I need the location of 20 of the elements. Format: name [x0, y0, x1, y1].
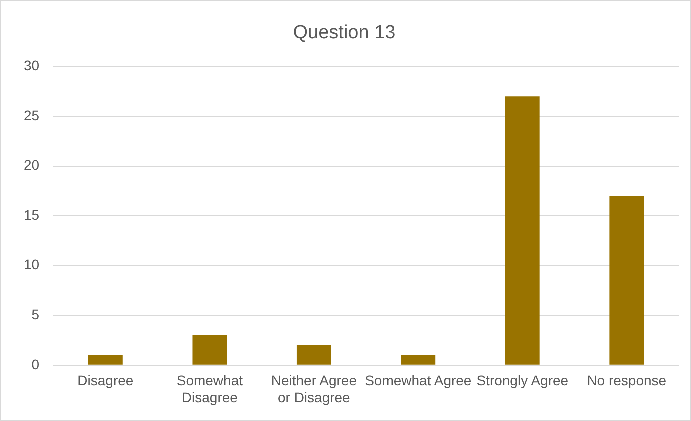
bar — [610, 196, 644, 365]
y-tick-label: 20 — [24, 157, 40, 174]
bar — [88, 355, 123, 365]
chart-title: Question 13 — [293, 22, 396, 44]
y-tick-label: 15 — [24, 206, 40, 223]
y-tick-label: 30 — [24, 58, 40, 74]
x-tick-label: No response — [587, 372, 667, 389]
bar — [505, 96, 540, 365]
x-tick-label: Disagree — [78, 372, 134, 389]
bar — [192, 336, 228, 365]
y-tick-label: 10 — [24, 256, 40, 273]
x-tick-label: Strongly Agree — [476, 372, 569, 389]
y-tick-label: 0 — [32, 356, 40, 372]
y-tick-label: 5 — [32, 306, 40, 322]
x-tick-label: Neither Agree or Disagree — [271, 372, 358, 406]
x-tick-label: Somewhat Disagree — [176, 372, 244, 406]
bar — [296, 345, 332, 365]
bar — [401, 355, 436, 365]
y-tick-label: 25 — [24, 107, 40, 124]
x-tick-label: Somewhat Agree — [365, 372, 472, 389]
